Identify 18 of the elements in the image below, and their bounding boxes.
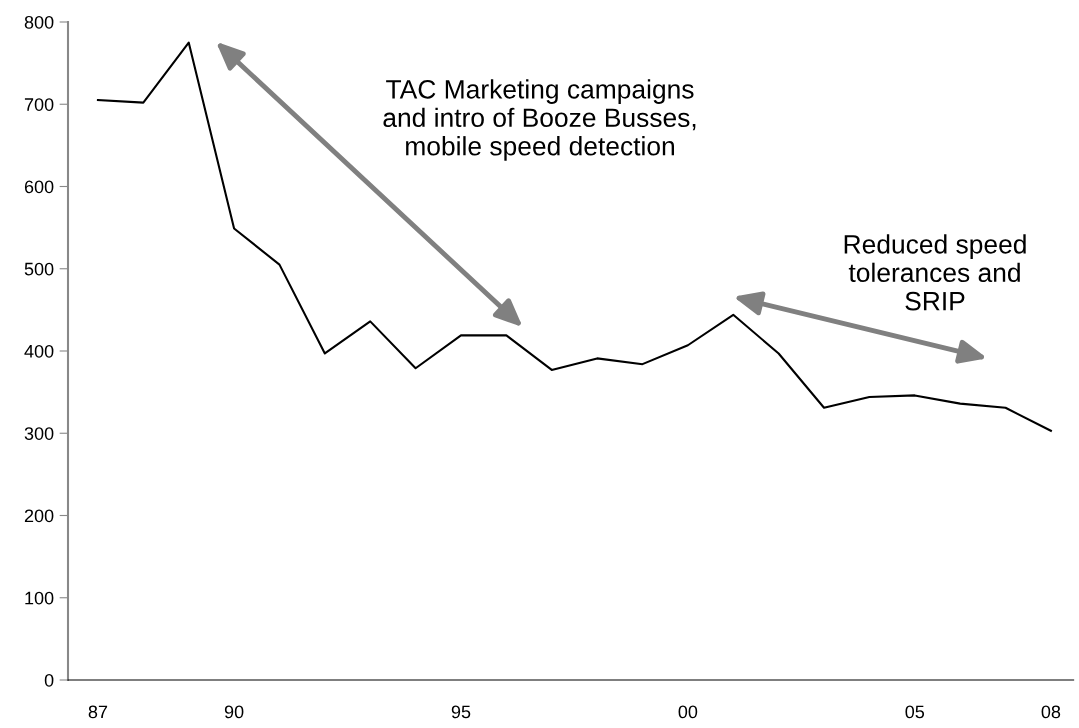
annotation: Reduced speed tolerances and SRIP: [844, 234, 1026, 311]
x-tick-label: 95: [451, 705, 471, 719]
y-tick-label: 700: [24, 98, 54, 111]
y-tick-label: 0: [44, 673, 54, 687]
x-tick-label: 08: [1041, 705, 1061, 719]
y-tick-label: 200: [24, 509, 54, 523]
y-tick-label: 500: [24, 262, 54, 276]
x-tick-label: 05: [905, 705, 925, 719]
y-tick-label: 800: [24, 15, 54, 29]
line-series: [96, 41, 1052, 432]
annotation: TAC Marketing campaigns and intro of Booze Busses, mobile speed detection: [383, 79, 696, 161]
y-tick-label: 600: [24, 180, 54, 194]
y-tick-label: 100: [25, 591, 54, 605]
y-tick-label: 300: [24, 427, 54, 440]
x-tick-label: 87: [88, 705, 108, 719]
x-tick-label: 90: [224, 705, 244, 719]
y-tick-label: 400: [24, 344, 54, 358]
x-tick-label: 00: [678, 705, 698, 719]
